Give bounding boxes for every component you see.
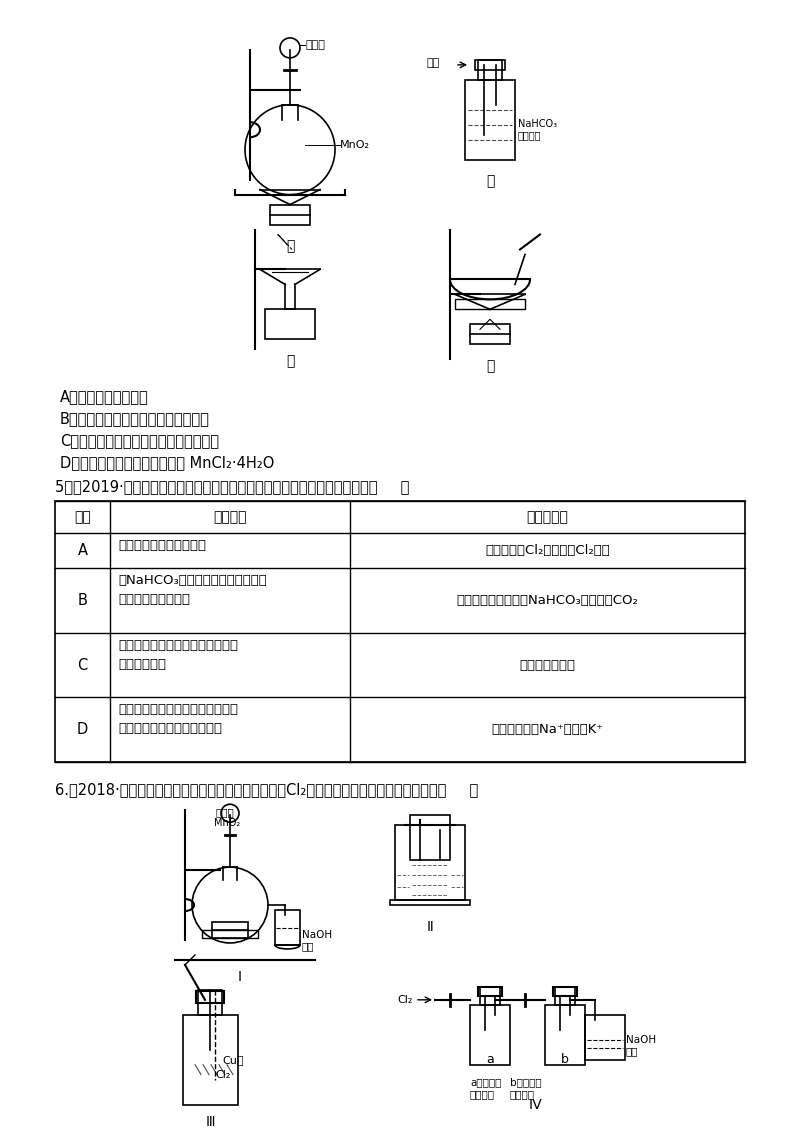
Bar: [198, 989, 222, 1014]
Bar: [183, 1014, 238, 1105]
Text: MnO₂: MnO₂: [214, 818, 240, 829]
Text: Ⅲ: Ⅲ: [206, 1115, 214, 1129]
Text: 甲: 甲: [286, 240, 294, 254]
Text: 实验现象: 实验现象: [214, 509, 246, 524]
Text: NaHCO₃
饱和溶液: NaHCO₃ 饱和溶液: [518, 119, 557, 140]
Text: Cl₂: Cl₂: [398, 995, 413, 1005]
Text: 液氯滴到干燥的有色布条上时，有
色布条会褪色: 液氯滴到干燥的有色布条上时，有 色布条会褪色: [118, 638, 238, 670]
Text: 浓盐酸: 浓盐酸: [216, 807, 234, 817]
Text: NaOH
溶液: NaOH 溶液: [302, 931, 332, 952]
Text: 丙: 丙: [286, 354, 294, 368]
Bar: [470, 324, 510, 344]
Bar: [275, 910, 300, 945]
Text: D．用装置丁蒸干氯化锰溶液制 MnCl₂·4H₂O: D．用装置丁蒸干氯化锰溶液制 MnCl₂·4H₂O: [60, 455, 274, 470]
Text: 浓盐酸: 浓盐酸: [305, 40, 325, 50]
Text: C: C: [78, 658, 88, 672]
Bar: [395, 825, 465, 900]
Text: A．用装置甲制取氯气: A．用装置甲制取氯气: [60, 389, 149, 404]
Text: 氯水中含有盐酸，与NaHCO₃反应产生CO₂: 氯水中含有盐酸，与NaHCO₃反应产生CO₂: [457, 593, 638, 607]
Bar: [212, 921, 248, 938]
Text: D: D: [77, 722, 88, 737]
Bar: [553, 987, 577, 996]
Text: a: a: [486, 1053, 494, 1066]
Bar: [545, 1005, 585, 1065]
Text: 丁: 丁: [486, 359, 494, 374]
Text: 分析或结论: 分析或结论: [526, 509, 569, 524]
Text: a：干燥的
有色布条: a：干燥的 有色布条: [470, 1078, 502, 1099]
Text: 6.（2018·安徽师大附中期中）某同学用下列装置制备Cl₂并检验其性质。下列说法正确的是（     ）: 6.（2018·安徽师大附中期中）某同学用下列装置制备Cl₂并检验其性质。下列说…: [55, 782, 478, 797]
Text: 乙: 乙: [486, 174, 494, 189]
Text: Cu丝: Cu丝: [222, 1055, 243, 1065]
Bar: [196, 990, 224, 1003]
Text: b: b: [561, 1053, 569, 1066]
Bar: [480, 987, 500, 1005]
Text: Ⅰ: Ⅰ: [238, 970, 242, 984]
Bar: [455, 299, 525, 309]
Text: 氯水中含有Cl₂，光照时Cl₂逸出: 氯水中含有Cl₂，光照时Cl₂逸出: [485, 543, 610, 557]
Bar: [555, 987, 575, 1005]
Text: Cl₂: Cl₂: [215, 1070, 230, 1080]
Text: 液氯具有漂白性: 液氯具有漂白性: [519, 659, 575, 671]
Text: Ⅳ: Ⅳ: [529, 1098, 542, 1112]
Bar: [475, 60, 505, 70]
Bar: [410, 815, 450, 860]
Text: b：湿润的
有色布条: b：湿润的 有色布条: [510, 1078, 542, 1099]
Bar: [585, 1014, 625, 1060]
Bar: [470, 1005, 510, 1065]
Text: B: B: [78, 593, 87, 608]
Bar: [55, 501, 745, 762]
Text: C．用装置丙分离二氧化锰和氯化锰溶液: C．用装置丙分离二氧化锰和氯化锰溶液: [60, 434, 219, 448]
Bar: [265, 309, 315, 340]
Bar: [390, 900, 470, 906]
Bar: [202, 931, 258, 938]
Bar: [478, 987, 502, 996]
Text: 选项: 选项: [74, 509, 91, 524]
Text: MnO₂: MnO₂: [340, 139, 370, 149]
Text: 光照新制氯水有气泡冒出: 光照新制氯水有气泡冒出: [118, 539, 206, 551]
Text: 用洁净铂丝蘸取少量待测液在酒精
灯火焰上灼烧，火焰呈现黄色: 用洁净铂丝蘸取少量待测液在酒精 灯火焰上灼烧，火焰呈现黄色: [118, 703, 238, 736]
Text: A: A: [78, 543, 87, 558]
Bar: [478, 60, 502, 80]
Text: 待测液中只含Na⁺，不含K⁺: 待测液中只含Na⁺，不含K⁺: [491, 723, 604, 737]
Text: 将NaHCO₃固体加入新制氯水中，有
无色无味的气体产生: 将NaHCO₃固体加入新制氯水中，有 无色无味的气体产生: [118, 574, 266, 606]
Bar: [270, 205, 310, 224]
Bar: [465, 80, 515, 160]
Text: 5．（2019·泰州中学高三月考）下列有关实验现象与分析或结论都正确的是（     ）: 5．（2019·泰州中学高三月考）下列有关实验现象与分析或结论都正确的是（ ）: [55, 479, 410, 494]
Text: NaOH
溶液: NaOH 溶液: [626, 1035, 656, 1056]
Text: B．用装置乙除去氯气中的少量氯化氢: B．用装置乙除去氯气中的少量氯化氢: [60, 411, 210, 426]
Text: Ⅱ: Ⅱ: [426, 920, 434, 934]
Text: 气体: 气体: [426, 58, 440, 68]
